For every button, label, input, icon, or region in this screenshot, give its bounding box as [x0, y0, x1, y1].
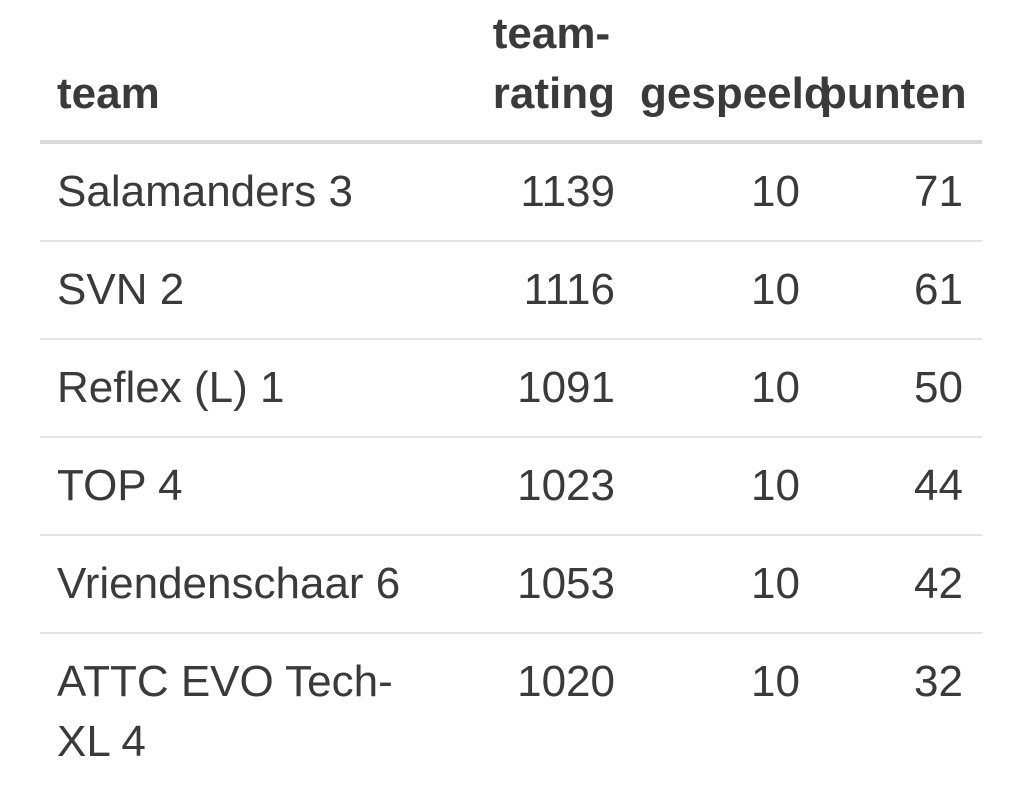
rating-cell: 1020: [517, 657, 615, 706]
header-row: team team-rating gespeeld punten: [40, 0, 982, 144]
column-header-team-rating-label: team-rating: [492, 9, 616, 118]
gespeeld-cell: 10: [640, 535, 820, 634]
team-cell: SVN 2: [40, 241, 437, 340]
team-cell: Vriendenschaar 6: [40, 535, 437, 634]
rating-cell: 1053: [437, 535, 640, 634]
punten-cell: 61: [820, 241, 982, 340]
punten-cell: 32: [914, 657, 963, 706]
table-row: Vriendenschaar 6 1053 10 42: [40, 535, 982, 634]
column-header-punten: punten: [820, 0, 982, 144]
column-header-gespeeld: gespeeld: [640, 0, 831, 144]
rating-cell: 1023: [437, 437, 640, 536]
punten-cell: 44: [820, 437, 982, 536]
rating-cell: 1139: [437, 142, 640, 242]
rating-cell: 1091: [437, 339, 640, 438]
table-row: Reflex (L) 1 1091 10 50: [40, 339, 982, 438]
punten-cell: 71: [820, 142, 982, 242]
punten-cell: 42: [820, 535, 982, 634]
gespeeld-cell: 10: [751, 657, 800, 706]
team-cell: ATTC EVO Tech-XL 4: [57, 657, 393, 766]
punten-cell: 50: [820, 339, 982, 438]
standings-table: team team-rating gespeeld punten Salaman…: [40, 0, 982, 790]
team-cell: Reflex (L) 1: [40, 339, 437, 438]
table-header: team team-rating gespeeld punten: [40, 0, 982, 144]
team-cell: Salamanders 3: [40, 142, 437, 242]
team-cell: TOP 4: [40, 437, 437, 536]
gespeeld-cell: 10: [640, 437, 820, 536]
table-row: SVN 2 1116 10 61: [40, 241, 982, 340]
gespeeld-cell: 10: [640, 241, 820, 340]
table-row: ATTC EVO Tech-XL 4 1020 10 32: [40, 633, 982, 790]
table-body: Salamanders 3 1139 10 71 SVN 2 1116 10 61 Reflex…: [40, 142, 982, 790]
table-row: Salamanders 3 1139 10 71: [40, 142, 982, 242]
column-header-team-rating: team-rating: [437, 0, 640, 144]
gespeeld-cell: 10: [640, 142, 820, 242]
gespeeld-cell: 10: [640, 339, 820, 438]
table-row: TOP 4 1023 10 44: [40, 437, 982, 536]
column-header-team: team: [40, 0, 437, 144]
rating-cell: 1116: [437, 241, 640, 340]
